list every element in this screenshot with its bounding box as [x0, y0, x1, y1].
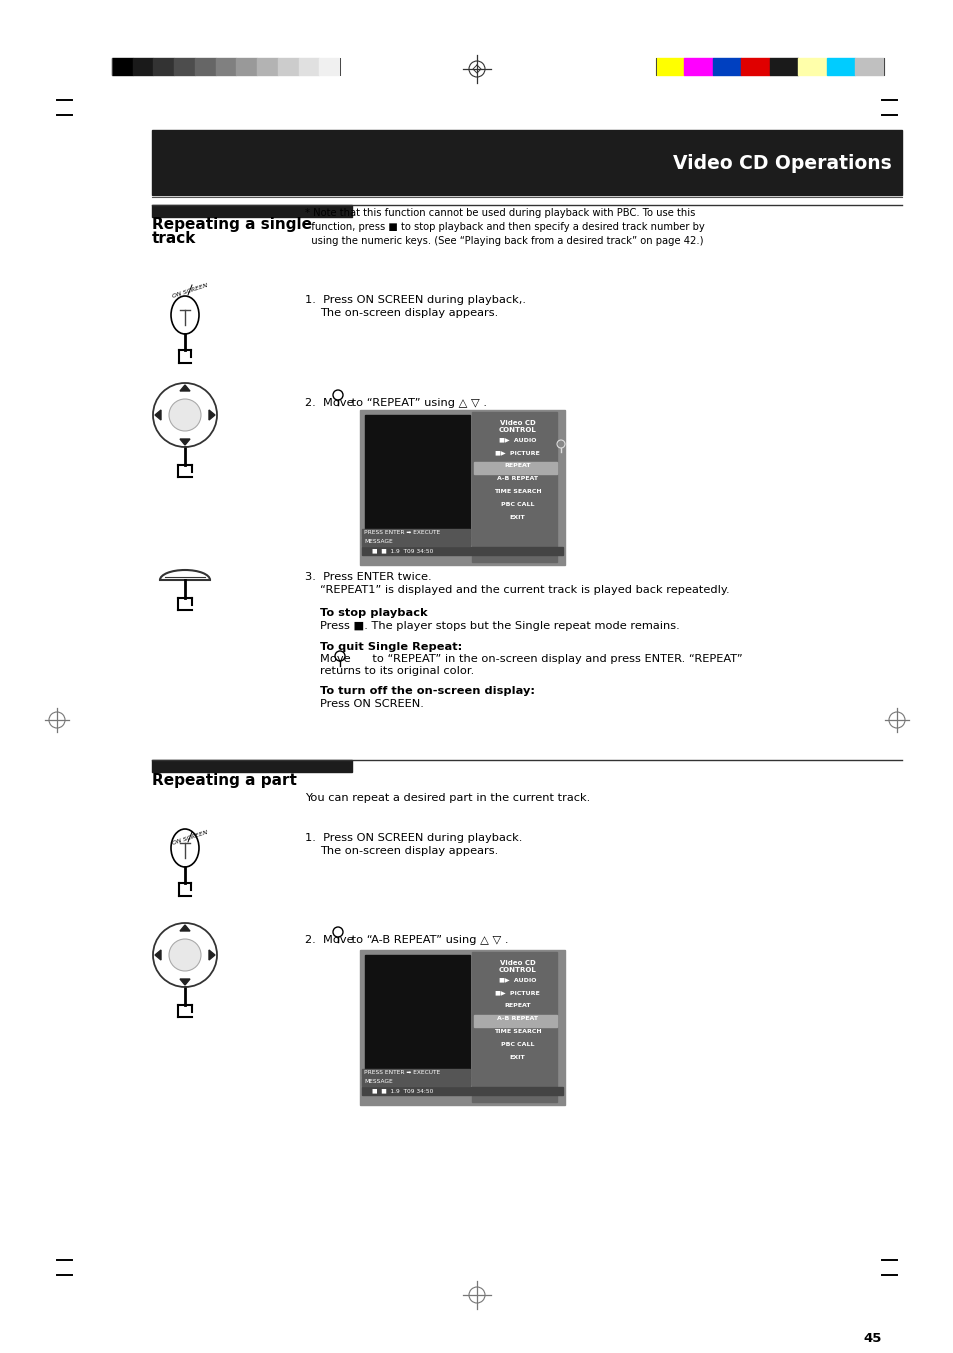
Bar — [712, 58, 740, 74]
Bar — [855, 58, 883, 74]
Bar — [740, 58, 769, 74]
Bar — [215, 58, 236, 74]
Polygon shape — [209, 950, 214, 961]
Text: track: track — [152, 231, 196, 246]
Text: You can repeat a desired part in the current track.: You can repeat a desired part in the cur… — [305, 793, 590, 802]
Bar — [684, 58, 712, 74]
Text: PBC CALL: PBC CALL — [500, 1042, 534, 1047]
Bar — [132, 58, 153, 74]
Bar — [361, 529, 470, 537]
Bar — [769, 58, 798, 74]
Text: REPEAT: REPEAT — [504, 1003, 530, 1008]
Text: 45: 45 — [862, 1331, 882, 1345]
Text: ■▶  PICTURE: ■▶ PICTURE — [495, 451, 539, 455]
Text: returns to its original color.: returns to its original color. — [319, 666, 474, 676]
Bar — [365, 415, 470, 545]
Text: ON SCREEN: ON SCREEN — [172, 829, 208, 846]
Polygon shape — [180, 438, 190, 445]
Text: To quit Single Repeat:: To quit Single Repeat: — [319, 643, 462, 652]
Polygon shape — [154, 410, 161, 419]
Bar — [256, 58, 277, 74]
Text: PBC CALL: PBC CALL — [500, 502, 534, 507]
Polygon shape — [180, 386, 190, 391]
Text: 1.  Press ON SCREEN during playback,.: 1. Press ON SCREEN during playback,. — [305, 295, 525, 304]
Bar — [798, 58, 826, 74]
Text: MESSAGE: MESSAGE — [364, 538, 393, 544]
Text: 1.  Press ON SCREEN during playback.: 1. Press ON SCREEN during playback. — [305, 833, 522, 843]
Text: Repeating a single: Repeating a single — [152, 216, 312, 231]
Text: ■▶  AUDIO: ■▶ AUDIO — [498, 977, 536, 982]
Bar — [361, 538, 470, 547]
Bar — [361, 547, 562, 555]
Bar — [152, 130, 901, 195]
Text: 2.  Move: 2. Move — [305, 935, 356, 944]
Text: ■▶  PICTURE: ■▶ PICTURE — [495, 990, 539, 994]
Text: “REPEAT1” is displayed and the current track is played back repeatedly.: “REPEAT1” is displayed and the current t… — [319, 584, 729, 595]
Text: The on-screen display appears.: The on-screen display appears. — [319, 308, 497, 318]
Bar — [174, 58, 194, 74]
Polygon shape — [154, 950, 161, 961]
Bar — [319, 58, 339, 74]
Text: Video CD: Video CD — [499, 419, 535, 426]
Bar — [474, 461, 557, 474]
Bar — [236, 58, 256, 74]
Text: ■  ■  1.9  T09 34:50: ■ ■ 1.9 T09 34:50 — [372, 548, 433, 553]
Bar — [277, 58, 298, 74]
Text: ■  ■  1.9  T09 34:50: ■ ■ 1.9 T09 34:50 — [372, 1088, 433, 1093]
Bar — [152, 206, 352, 216]
Text: TIME SEARCH: TIME SEARCH — [493, 488, 540, 494]
Text: PRESS ENTER ➡ EXECUTE: PRESS ENTER ➡ EXECUTE — [364, 1070, 439, 1076]
Text: PRESS ENTER ➡ EXECUTE: PRESS ENTER ➡ EXECUTE — [364, 530, 439, 534]
Text: * Note that this function cannot be used during playback with PBC. To use this
 : * Note that this function cannot be used… — [305, 208, 704, 246]
Text: A-B REPEAT: A-B REPEAT — [497, 1016, 537, 1022]
Bar — [361, 1078, 470, 1086]
Text: CONTROL: CONTROL — [498, 428, 536, 433]
Circle shape — [169, 939, 201, 971]
Bar — [153, 58, 174, 74]
Bar — [359, 410, 564, 566]
Text: Press ■. The player stops but the Single repeat mode remains.: Press ■. The player stops but the Single… — [319, 621, 679, 630]
Polygon shape — [209, 410, 214, 419]
Text: REPEAT: REPEAT — [504, 463, 530, 468]
Text: To stop playback: To stop playback — [319, 607, 427, 618]
Text: 3.  Press ENTER twice.: 3. Press ENTER twice. — [305, 572, 431, 582]
Text: Move      to “REPEAT” in the on-screen display and press ENTER. “REPEAT”: Move to “REPEAT” in the on-screen displa… — [319, 653, 741, 664]
Bar — [472, 953, 557, 1101]
Text: TIME SEARCH: TIME SEARCH — [493, 1030, 540, 1034]
Bar — [194, 58, 215, 74]
Bar — [365, 955, 470, 1085]
Text: 2.  Move: 2. Move — [305, 398, 356, 409]
Bar — [112, 58, 132, 74]
Text: Video CD Operations: Video CD Operations — [673, 154, 891, 173]
Polygon shape — [180, 925, 190, 931]
Text: EXIT: EXIT — [509, 1055, 525, 1059]
Bar — [826, 58, 855, 74]
Text: Repeating a part: Repeating a part — [152, 773, 296, 787]
Bar — [472, 413, 557, 561]
Text: EXIT: EXIT — [509, 515, 525, 520]
Text: ON SCREEN: ON SCREEN — [172, 283, 208, 299]
Bar — [152, 760, 352, 773]
Polygon shape — [180, 980, 190, 985]
Text: The on-screen display appears.: The on-screen display appears. — [319, 846, 497, 856]
Bar — [656, 58, 684, 74]
Text: Video CD: Video CD — [499, 961, 535, 966]
Bar — [361, 1069, 470, 1077]
Bar — [298, 58, 319, 74]
Text: Press ON SCREEN.: Press ON SCREEN. — [319, 700, 423, 709]
Circle shape — [169, 399, 201, 432]
Text: CONTROL: CONTROL — [498, 967, 536, 973]
Bar — [474, 1015, 557, 1027]
Text: MESSAGE: MESSAGE — [364, 1078, 393, 1084]
Bar — [361, 1086, 562, 1095]
Text: to “REPEAT” using △ ▽ .: to “REPEAT” using △ ▽ . — [348, 398, 486, 409]
Text: to “A-B REPEAT” using △ ▽ .: to “A-B REPEAT” using △ ▽ . — [348, 935, 508, 944]
Text: A-B REPEAT: A-B REPEAT — [497, 476, 537, 482]
Bar — [359, 950, 564, 1105]
Text: ■▶  AUDIO: ■▶ AUDIO — [498, 437, 536, 442]
Text: To turn off the on-screen display:: To turn off the on-screen display: — [319, 686, 535, 695]
